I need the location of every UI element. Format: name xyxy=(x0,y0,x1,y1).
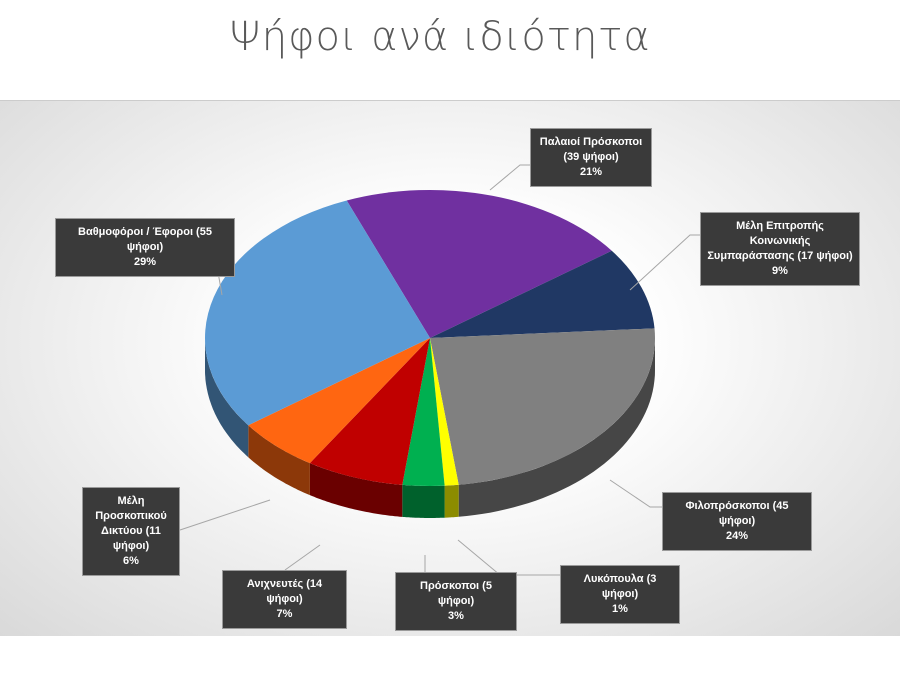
pie-slice xyxy=(346,190,612,338)
leader-line xyxy=(179,499,271,531)
data-label-category: Παλαιοί Πρόσκοποι (39 ψήφοι) xyxy=(539,136,643,163)
data-label-value: 6% xyxy=(123,555,139,567)
data-label: Βαθμοφόροι / Έφοροι (55 ψήφοι) 29% xyxy=(55,218,235,277)
data-label-value: 9% xyxy=(772,265,788,277)
data-label-value: 3% xyxy=(448,610,464,622)
data-label-value: 29% xyxy=(133,256,157,268)
pie-slice-side xyxy=(205,338,249,458)
pie-slice xyxy=(309,338,430,485)
pie-slice-side xyxy=(248,425,310,496)
data-label: Μέλη Επιτροπής Κοινωνικής Συμπαράστασης … xyxy=(700,212,860,286)
leader-line xyxy=(609,479,662,508)
pie-slice xyxy=(248,338,430,464)
data-label: Λυκόπουλα (3 ψήφοι) 1% xyxy=(560,565,680,624)
leader-line xyxy=(284,544,321,571)
data-label-category: Ανιχνευτές (14 ψήφοι) xyxy=(246,578,323,605)
pie-slice-side xyxy=(309,463,403,517)
pie-slice-side xyxy=(444,484,459,518)
chart-title: Ψήφοι ανά ιδιότητα xyxy=(229,14,651,60)
data-label-category: Φιλοπρόσκοποι (45 ψήφοι) xyxy=(685,500,789,527)
data-label-category: Μέλη Επιτροπής Κοινωνικής Συμπαράστασης … xyxy=(707,220,853,262)
data-label-value: 21% xyxy=(579,166,603,178)
data-label-value: 1% xyxy=(612,603,628,615)
data-label: Ανιχνευτές (14 ψήφοι) 7% xyxy=(222,570,347,629)
data-label: Φιλοπρόσκοποι (45 ψήφοι) 24% xyxy=(662,492,812,551)
data-label: Πρόσκοποι (5 ψήφοι) 3% xyxy=(395,572,517,631)
data-label-value: 24% xyxy=(725,530,749,542)
data-label-category: Λυκόπουλα (3 ψήφοι) xyxy=(583,573,657,600)
leader-line xyxy=(457,539,560,576)
leader-line xyxy=(629,234,700,291)
pie-slice xyxy=(430,250,655,338)
pie-slice xyxy=(430,338,459,486)
pie-slice-side xyxy=(458,338,655,517)
pie-slice-side xyxy=(402,484,445,518)
data-label: Παλαιοί Πρόσκοποι (39 ψήφοι) 21% xyxy=(530,128,652,187)
data-label: Μέλη Προσκοπικού Δικτύου (11 ψήφοι) 6% xyxy=(82,487,180,576)
data-label-value: 7% xyxy=(276,608,293,620)
pie-slice xyxy=(402,338,445,486)
pie-slice xyxy=(205,200,430,426)
leader-line xyxy=(489,164,530,191)
data-label-category: Πρόσκοποι (5 ψήφοι) xyxy=(420,580,492,607)
pie-slice xyxy=(430,328,656,485)
data-label-category: Μέλη Προσκοπικού Δικτύου (11 ψήφοι) xyxy=(95,495,167,552)
data-label-category: Βαθμοφόροι / Έφοροι (55 ψήφοι) xyxy=(78,226,212,253)
